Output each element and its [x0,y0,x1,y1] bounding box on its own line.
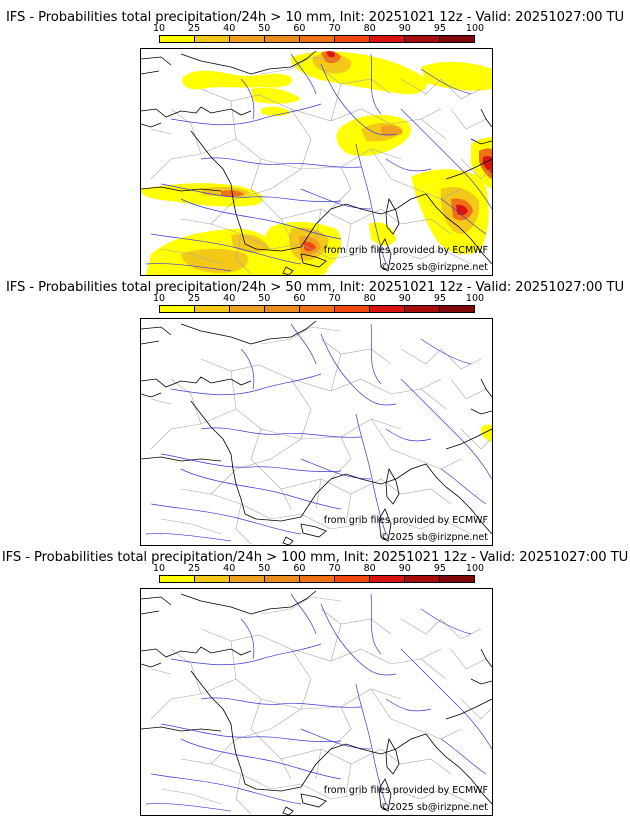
geography-overlay [141,590,492,815]
legend-swatch [230,306,265,312]
legend-swatch [265,576,300,582]
legend-swatch [405,36,440,42]
precip-map [141,320,492,545]
geography-overlay [141,320,492,545]
legend-swatch [300,306,335,312]
legend-label: 25 [188,293,201,304]
legend-swatch [370,576,405,582]
legend-label: 60 [293,563,306,574]
legend-swatch [370,306,405,312]
legend-label: 70 [328,293,341,304]
legend-swatch [335,306,370,312]
legend-swatch [195,36,230,42]
legend-swatch [300,576,335,582]
legend-label: 95 [433,293,446,304]
legend-label: 100 [465,293,485,304]
legend-label: 90 [398,293,411,304]
legend-swatch [335,576,370,582]
legend-color-bar [159,575,475,583]
legend-color-bar [159,35,475,43]
legend-label: 60 [293,23,306,34]
legend-label: 40 [223,563,236,574]
data-source-credit: from grib files provided by ECMWF [323,515,488,526]
legend-label: 95 [433,23,446,34]
legend-label: 40 [223,23,236,34]
legend-swatch [405,306,440,312]
legend-swatch [230,576,265,582]
map-panel-50mm: IFS - Probabilities total precipitation/… [0,270,630,546]
legend-swatch [230,36,265,42]
copyright-credit: ©2025 sb@irizpne.net [380,262,488,273]
legend-swatch [160,36,195,42]
legend-label: 50 [258,563,271,574]
legend-swatch [440,576,474,582]
legend-labels: 10 25 40 50 60 70 80 90 95 100 [153,563,484,575]
map-frame: from grib files provided by ECMWF ©2025 … [140,588,493,816]
legend-label: 25 [188,563,201,574]
panel-title: IFS - Probabilities total precipitation/… [5,10,625,25]
legend-swatch [195,576,230,582]
legend-label: 90 [398,563,411,574]
legend-swatch [440,306,474,312]
legend-swatch [265,306,300,312]
legend-label: 25 [188,23,201,34]
data-source-credit: from grib files provided by ECMWF [323,245,488,256]
legend-label: 10 [152,293,166,304]
color-legend: 10 25 40 50 60 70 80 90 95 100 [153,23,484,48]
map-panel-10mm: IFS - Probabilities total precipitation/… [0,0,630,276]
legend-label: 90 [398,23,411,34]
legend-label: 100 [465,563,485,574]
legend-swatch [300,36,335,42]
precip-probability-areas [481,424,492,443]
legend-swatch [265,36,300,42]
map-panel-100mm: IFS - Probabilities total precipitation/… [0,540,630,816]
panel-title: IFS - Probabilities total precipitation/… [1,550,629,565]
legend-label: 60 [293,293,306,304]
legend-label: 80 [363,23,376,34]
legend-swatch [440,36,474,42]
data-source-credit: from grib files provided by ECMWF [323,785,488,796]
legend-swatch [370,36,405,42]
copyright-credit: ©2025 sb@irizpne.net [380,802,488,813]
color-legend: 10 25 40 50 60 70 80 90 95 100 [153,563,484,588]
legend-label: 100 [465,23,485,34]
map-frame: from grib files provided by ECMWF ©2025 … [140,318,493,546]
legend-labels: 10 25 40 50 60 70 80 90 95 100 [153,23,484,35]
precip-map [141,590,492,815]
panel-title: IFS - Probabilities total precipitation/… [5,280,625,295]
legend-label: 80 [363,563,376,574]
legend-swatch [160,306,195,312]
legend-label: 95 [433,563,446,574]
legend-label: 50 [258,23,271,34]
legend-swatch [195,306,230,312]
copyright-credit: ©2025 sb@irizpne.net [380,532,488,543]
legend-label: 10 [152,23,166,34]
legend-label: 70 [328,23,341,34]
legend-label: 70 [328,563,341,574]
precip-map [141,50,492,275]
legend-color-bar [159,305,475,313]
legend-label: 40 [223,293,236,304]
legend-swatch [335,36,370,42]
color-legend: 10 25 40 50 60 70 80 90 95 100 [153,293,484,318]
legend-labels: 10 25 40 50 60 70 80 90 95 100 [153,293,484,305]
legend-swatch [160,576,195,582]
map-frame: from grib files provided by ECMWF ©2025 … [140,48,493,276]
legend-swatch [405,576,440,582]
legend-label: 80 [363,293,376,304]
legend-label: 10 [152,563,166,574]
precip-probability-areas [141,50,492,275]
legend-label: 50 [258,293,271,304]
